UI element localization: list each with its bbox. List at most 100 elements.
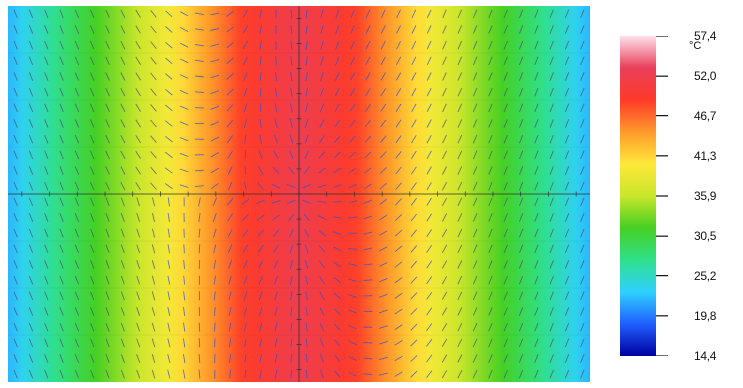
vector-arrow: [534, 119, 539, 128]
colorbar-tick-label: 57,4: [694, 29, 717, 43]
vector-arrow: [580, 9, 585, 19]
vector-arrow: [488, 150, 493, 160]
vector-arrow: [229, 338, 232, 348]
vector-arrow: [244, 165, 247, 176]
vector-arrow: [120, 150, 126, 160]
vector-arrow: [136, 291, 141, 301]
vector-arrow: [534, 87, 539, 97]
vector-arrow: [13, 40, 18, 50]
vector-arrow: [244, 338, 247, 348]
vector-arrow: [259, 322, 263, 332]
vector-arrow: [59, 338, 64, 348]
vector-arrow: [28, 369, 34, 379]
vector-arrow: [488, 275, 493, 285]
vector-arrow: [503, 244, 508, 254]
vector-arrow: [151, 291, 156, 301]
vector-arrow: [226, 88, 234, 96]
vector-arrow: [411, 72, 417, 81]
vector-arrow: [259, 118, 262, 129]
vector-arrow: [472, 291, 478, 301]
vector-arrow: [426, 56, 432, 66]
vector-arrow: [472, 307, 478, 316]
vector-arrow: [28, 9, 34, 19]
vector-arrow: [472, 354, 478, 363]
vector-arrow: [503, 25, 508, 34]
vector-arrow: [213, 228, 217, 238]
vector-arrow: [13, 307, 18, 316]
vector-arrow: [426, 276, 433, 285]
vector-arrow: [472, 338, 478, 348]
vector-arrow: [503, 87, 508, 97]
vector-arrow: [120, 166, 126, 175]
vector-arrow: [378, 277, 388, 283]
vector-arrow: [135, 166, 141, 175]
vector-arrow: [305, 56, 308, 66]
vector-arrow: [410, 276, 418, 284]
vector-arrow: [442, 72, 447, 81]
vector-arrow: [564, 25, 570, 34]
vector-arrow: [44, 307, 49, 316]
vector-arrow: [227, 166, 233, 175]
vector-arrow: [580, 197, 585, 207]
vector-arrow: [227, 213, 233, 222]
vector-arrow: [198, 197, 201, 207]
vector-arrow: [105, 228, 110, 238]
vector-arrow: [259, 71, 262, 82]
vector-arrow: [150, 88, 157, 96]
vector-arrow: [226, 42, 234, 49]
vector-arrow: [164, 183, 173, 190]
vector-arrow: [378, 356, 388, 361]
vector-arrow: [534, 56, 539, 66]
vector-arrow: [136, 322, 141, 332]
vector-arrow: [288, 213, 295, 222]
vector-arrow: [150, 135, 157, 143]
vector-arrow: [44, 213, 49, 222]
vector-arrow: [273, 134, 279, 144]
vector-arrow: [580, 72, 585, 81]
vector-arrow: [564, 56, 570, 66]
vector-arrow: [179, 42, 189, 48]
vector-arrow: [472, 87, 478, 97]
vector-arrow: [120, 119, 126, 128]
vector-arrow: [503, 369, 508, 379]
vector-arrow: [259, 9, 263, 19]
vector-arrow: [564, 307, 570, 316]
vector-arrow: [59, 197, 64, 207]
vector-arrow: [74, 56, 80, 66]
vector-arrow: [549, 119, 554, 128]
vector-arrow: [59, 9, 64, 19]
vector-arrow: [395, 135, 402, 144]
vector-arrow: [457, 338, 463, 348]
vector-arrow: [534, 134, 539, 144]
vector-arrow: [350, 72, 356, 81]
vector-arrow: [74, 322, 80, 332]
vector-arrow: [378, 309, 388, 314]
vector-arrow: [150, 151, 157, 159]
vector-arrow: [243, 72, 248, 81]
vector-arrow: [378, 246, 388, 252]
vector-arrow: [275, 71, 277, 82]
vector-arrow: [74, 244, 80, 254]
vector-arrow: [564, 72, 570, 81]
vector-arrow: [549, 72, 554, 81]
vector-arrow: [151, 197, 156, 207]
vector-arrow: [182, 369, 186, 379]
vector-arrow: [379, 167, 387, 174]
vector-arrow: [334, 72, 340, 81]
vector-arrow: [89, 150, 95, 160]
vector-arrow: [426, 182, 432, 191]
vector-arrow: [305, 338, 308, 348]
vector-arrow: [580, 25, 585, 34]
vector-arrow: [259, 354, 263, 363]
vector-arrow: [28, 87, 34, 97]
vector-arrow: [457, 25, 463, 34]
colorbar-tick-marks: [656, 36, 668, 356]
vector-arrow: [350, 56, 356, 66]
vector-arrow: [120, 9, 126, 19]
vector-arrow: [28, 322, 34, 332]
vector-arrow: [518, 40, 524, 50]
vector-arrow: [243, 291, 248, 301]
vector-arrow: [59, 260, 64, 269]
vector-arrow: [518, 244, 524, 254]
vector-arrow: [411, 103, 417, 112]
